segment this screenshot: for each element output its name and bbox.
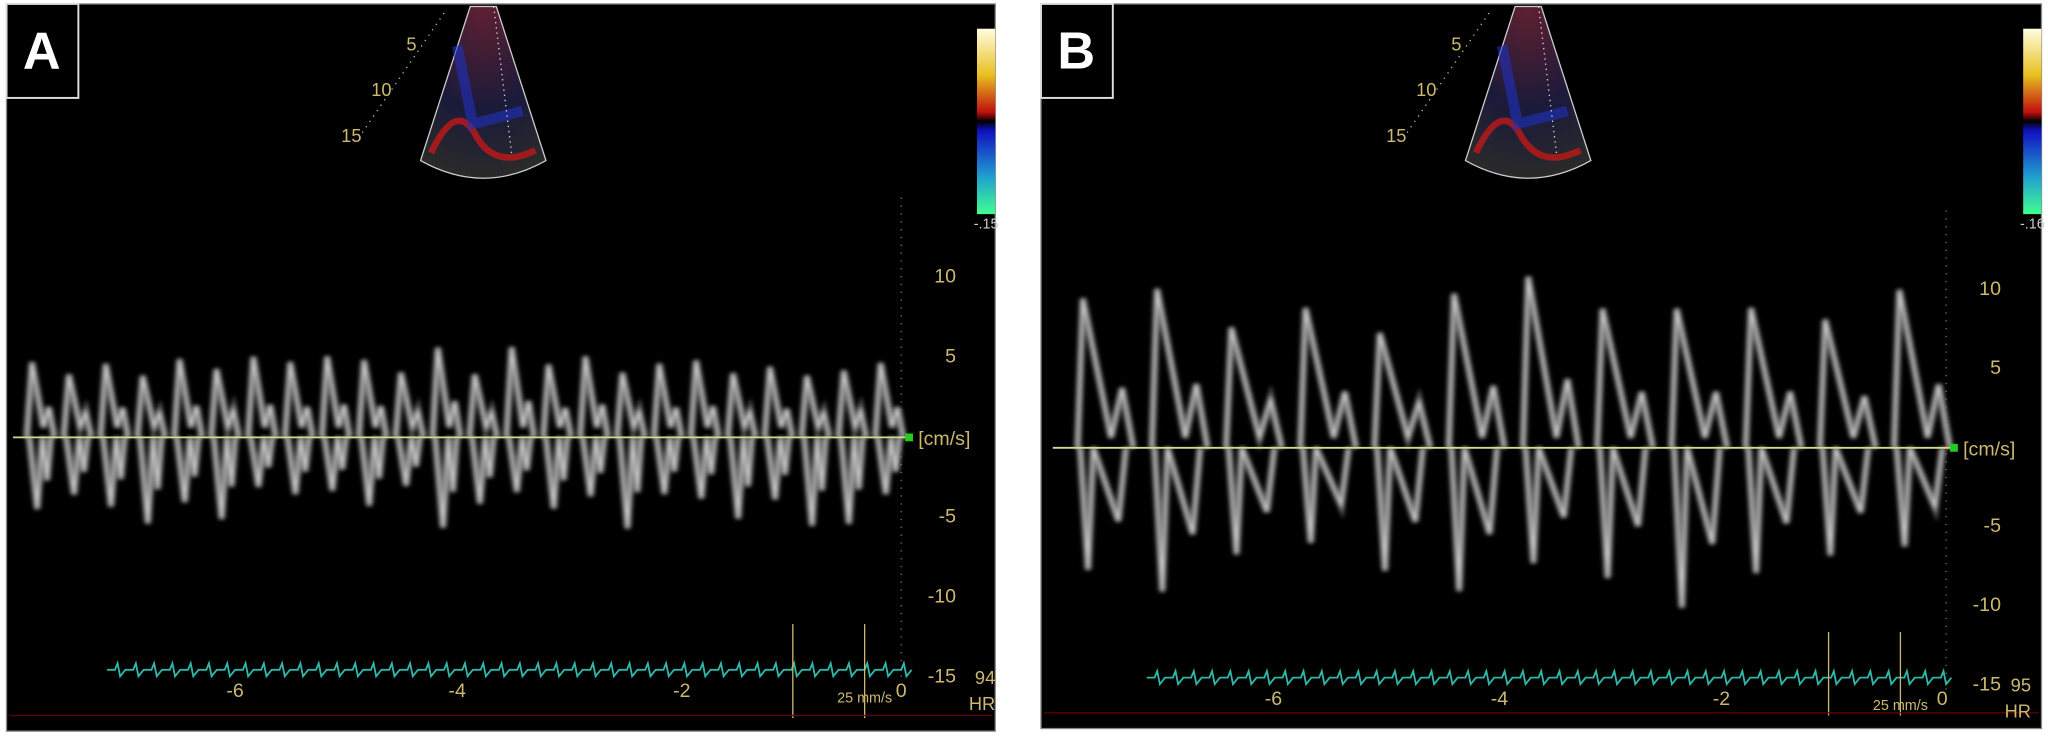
time-tick-label: -6 <box>226 680 244 702</box>
heart-rate: 94 <box>975 667 995 688</box>
color-flow <box>428 117 537 161</box>
time-tick-label: 0 <box>1937 688 1948 710</box>
heart-rate-label: HR <box>969 693 995 714</box>
depth-label: 15 <box>341 125 361 146</box>
panel-label-box <box>5 2 80 99</box>
panel-label: B <box>1057 23 1095 81</box>
color-scale-label: -.16 <box>2020 216 2045 232</box>
ultrasound-sector <box>1464 5 1592 179</box>
ultrasound-sector <box>419 5 547 179</box>
time-tick-label: -2 <box>1713 688 1730 710</box>
velocity-unit: [cm/s] <box>918 428 970 450</box>
velocity-tick-label: -15 <box>1973 673 2001 695</box>
velocity-tick-label: -10 <box>928 585 956 607</box>
time-tick-label: -4 <box>448 680 466 702</box>
velocity-tick-label: 10 <box>1979 278 2001 300</box>
color-bar <box>976 28 996 215</box>
depth-scale <box>358 12 445 138</box>
panel-label: A <box>23 23 61 81</box>
ecg-trace <box>107 660 913 679</box>
depth-label: 5 <box>406 34 416 55</box>
color-scale-label: -.15 <box>974 216 999 232</box>
time-tick-label: -4 <box>1491 688 1509 710</box>
velocity-tick-label: -5 <box>939 505 957 527</box>
velocity-tick-label: -15 <box>928 665 956 687</box>
baseline-marker <box>905 433 913 442</box>
sample-line <box>1537 6 1558 157</box>
doppler-panel: 5 10 15 -.16 10 5 -5 -10 -15 [cm/s] -6 -4 -2 0 25 mm/s… <box>1040 2 2045 730</box>
heart-rate: 95 <box>2011 675 2031 696</box>
panel-label-box <box>1040 2 1114 99</box>
heart-rate-label: HR <box>2005 701 2031 722</box>
sweep-speed: 25 mm/s <box>1873 698 1928 714</box>
color-flow <box>1496 44 1569 131</box>
velocity-tick-label: 5 <box>1990 357 2001 379</box>
color-bar <box>2023 28 2042 215</box>
color-flow <box>452 44 524 131</box>
baseline-marker <box>1950 443 1958 452</box>
depth-label: 10 <box>1416 79 1436 100</box>
sweep-speed: 25 mm/s <box>837 690 892 706</box>
color-flow <box>1472 117 1582 161</box>
depth-scale <box>1403 12 1490 138</box>
velocity-tick-label: -5 <box>1984 515 2002 537</box>
velocity-tick-label: 10 <box>934 266 956 288</box>
velocity-tick-label: 5 <box>945 346 956 368</box>
time-tick-label: -2 <box>673 680 690 702</box>
doppler-panel: 5 10 15 -.15 10 5 -5 -10 -15 [cm/s] -6 -4 -2 025 mm/s… <box>5 2 999 732</box>
depth-label: 15 <box>1386 125 1406 146</box>
time-tick-label: -6 <box>1265 688 1283 710</box>
sample-line <box>493 6 513 157</box>
time-tick-label: 0 <box>896 680 907 702</box>
ecg-trace <box>1146 667 1953 687</box>
velocity-tick-label: -10 <box>1973 594 2001 616</box>
depth-label: 5 <box>1451 34 1461 55</box>
depth-label: 10 <box>371 79 391 100</box>
velocity-unit: [cm/s] <box>1963 439 2015 461</box>
